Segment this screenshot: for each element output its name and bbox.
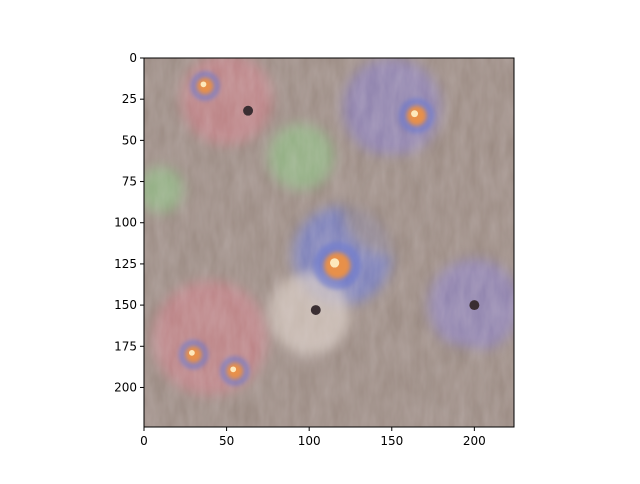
y-tick-label: 50: [122, 133, 137, 147]
y-tick-label: 100: [114, 216, 137, 230]
y-tick-label: 25: [122, 92, 137, 106]
eye-highlight: [189, 349, 195, 356]
nose-spot: [243, 105, 254, 116]
x-axis: 0 50 100 150 200: [140, 427, 486, 448]
x-tick-label: 100: [298, 434, 321, 448]
texture-overlay: [144, 58, 514, 427]
y-tick-label: 75: [122, 175, 137, 189]
plot-frame: [143, 57, 515, 428]
y-tick-label: 175: [114, 339, 137, 353]
y-tick-label: 200: [114, 380, 137, 394]
nose-spot: [469, 300, 480, 311]
x-tick-label: 150: [380, 434, 403, 448]
y-tick-label: 150: [114, 298, 137, 312]
eye-highlight: [230, 366, 237, 373]
x-tick-label: 200: [463, 434, 486, 448]
y-axis: 0 25 50 75 100 125 150 175 200: [114, 51, 144, 394]
eye-highlight: [329, 258, 340, 268]
y-tick-label: 125: [114, 257, 137, 271]
eye-highlight: [200, 81, 207, 88]
eye-highlight: [411, 110, 419, 118]
x-tick-label: 0: [140, 434, 148, 448]
y-tick-label: 0: [129, 51, 137, 65]
x-tick-label: 50: [219, 434, 234, 448]
nose-spot: [310, 305, 321, 315]
image-area: [144, 58, 514, 427]
